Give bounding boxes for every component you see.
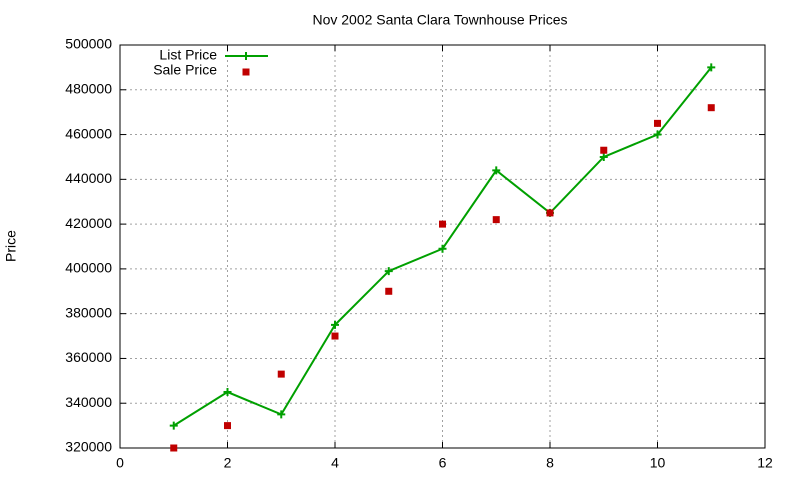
y-tick-label: 360000 [65, 349, 112, 365]
point-marker [331, 320, 339, 329]
x-tick-label: 4 [331, 455, 339, 471]
point-marker [438, 244, 447, 253]
point-marker [385, 287, 393, 295]
point-marker [277, 370, 285, 378]
point-marker [331, 332, 339, 340]
legend-marker [242, 52, 250, 60]
y-tick-label: 480000 [65, 80, 112, 96]
point-marker [599, 152, 608, 161]
point-marker [223, 388, 232, 397]
y-axis-label: Price [3, 230, 19, 262]
y-tick-label: 340000 [65, 394, 112, 410]
point-marker [224, 422, 231, 430]
point-marker [439, 220, 446, 228]
x-tick-label: 0 [116, 455, 124, 471]
point-marker [492, 166, 501, 175]
y-tick-label: 400000 [65, 260, 112, 276]
point-marker [170, 444, 178, 452]
x-tick-label: 6 [439, 455, 447, 471]
x-tick-label: 12 [757, 455, 773, 471]
point-marker [492, 216, 500, 224]
y-tick-label: 420000 [65, 215, 112, 231]
point-marker [707, 63, 716, 72]
point-marker [277, 410, 286, 419]
point-marker [546, 209, 554, 217]
y-tick-label: 380000 [65, 304, 112, 320]
legend-label: Sale Price [153, 62, 217, 78]
chart-title: Nov 2002 Santa Clara Townhouse Prices [312, 12, 567, 28]
legend-label: List Price [159, 47, 217, 63]
point-marker [707, 104, 715, 112]
y-tick-label: 440000 [65, 170, 112, 186]
y-tick-label: 500000 [65, 36, 112, 52]
y-tick-label: 320000 [65, 439, 112, 455]
point-marker [600, 146, 608, 154]
legend-marker [242, 68, 250, 76]
x-tick-label: 2 [224, 455, 232, 471]
point-marker [653, 130, 662, 139]
y-tick-label: 460000 [65, 125, 112, 141]
point-marker [169, 421, 178, 430]
x-tick-label: 10 [650, 455, 666, 471]
point-marker [654, 119, 661, 127]
point-marker [384, 267, 393, 276]
x-tick-label: 8 [546, 455, 554, 471]
